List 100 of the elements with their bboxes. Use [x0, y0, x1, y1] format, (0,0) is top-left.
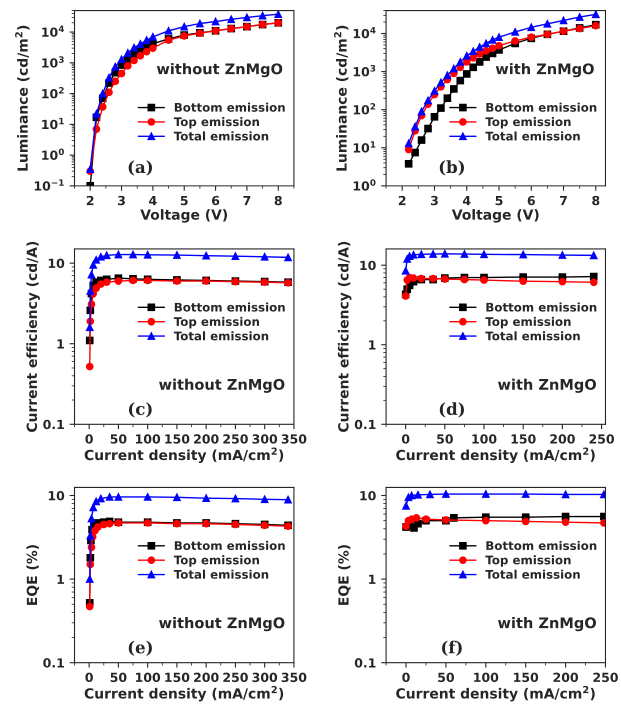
x-tick-label: 4 [462, 196, 471, 206]
y-tick-label: 0.1 [43, 658, 64, 668]
x-tick-label: 300 [252, 672, 278, 682]
y-tick-label: 1 [58, 574, 64, 584]
y-tick-label: 10$^{2}$ [42, 86, 64, 98]
legend-label: Top emission [485, 555, 571, 567]
y-tick-label: 1 [369, 340, 376, 350]
legend-label: Top emission [174, 117, 259, 128]
x-tick-label: 250 [223, 434, 248, 444]
annotation: (d) [440, 402, 464, 418]
x-tick-label: 100 [472, 434, 496, 444]
y-tick-label: 10$^{1}$ [354, 141, 376, 153]
y-tick-label: 0.1 [354, 420, 376, 430]
y-tick-label: 10$^{3}$ [42, 56, 64, 68]
x-axis-title: Voltage (V) [140, 209, 227, 223]
x-tick-label: 100 [136, 672, 160, 682]
legend-label: Total emission [174, 331, 268, 340]
y-tick-label: 10$^{3}$ [354, 64, 376, 76]
legend-label: Total emission [174, 131, 268, 141]
x-tick-label: 300 [252, 434, 278, 444]
legend-label: Top emission [174, 555, 259, 567]
legend-label: Bottom emission [174, 302, 285, 312]
annotation: with ZnMgO [496, 63, 594, 78]
x-axis-title: Current density (mA/cm$^{2}$) [84, 686, 284, 702]
annotation: with ZnMgO [498, 378, 596, 393]
annotation: (a) [128, 160, 152, 176]
x-axis-title: Current density (mA/cm$^{2}$) [84, 447, 284, 464]
x-axis-title: Current density (mA/cm$^{2}$) [396, 686, 595, 702]
y-tick-label: 10 [48, 490, 64, 500]
x-tick-label: 50 [438, 672, 454, 682]
y-tick-label: 1 [369, 574, 376, 584]
x-tick-label: 250 [593, 672, 618, 682]
x-tick-label: 50 [437, 434, 453, 444]
annotation: (c) [128, 402, 152, 418]
y-tick-label: 10$^{2}$ [354, 103, 376, 115]
legend-label: Bottom emission [174, 540, 285, 550]
x-tick-label: 50 [110, 434, 126, 444]
y-tick-label: 0.1 [43, 420, 64, 430]
y-axis-title: Luminance (cd/m$^{2}$) [334, 26, 348, 171]
x-tick-label: 7 [560, 196, 567, 206]
x-tick-label: 7 [243, 196, 250, 206]
y-tick-label: 10$^{1}$ [42, 118, 64, 130]
legend-label: Total emission [485, 131, 580, 141]
annotation: (e) [128, 640, 152, 656]
x-tick-label: 350 [282, 434, 306, 444]
x-axis-title: Current density (mA/cm$^{2}$) [396, 447, 595, 464]
y-tick-label: 1 [58, 339, 64, 348]
legend-label: Top emission [485, 316, 571, 328]
x-tick-label: 200 [194, 434, 219, 444]
y-axis-title: EQE (%) [26, 545, 40, 605]
y-axis-title: EQE (%) [338, 545, 351, 605]
x-tick-label: 100 [474, 672, 498, 682]
x-tick-label: 150 [165, 434, 190, 444]
x-tick-label: 150 [165, 672, 190, 682]
x-tick-label: 4 [149, 196, 157, 206]
y-tick-label: 10 [360, 490, 376, 500]
y-axis-title: Current efficiency (cd/A) [338, 242, 352, 432]
legend-label: Bottom emission [486, 102, 596, 112]
y-axis-title: Current efficiency (cd/A) [26, 242, 40, 432]
x-tick-label: 50 [110, 672, 126, 682]
legend-label: Top emission [174, 316, 259, 328]
legend-label: Bottom emission [486, 302, 596, 312]
annotation: (b) [440, 160, 464, 176]
x-tick-label: 200 [554, 672, 578, 682]
x-tick-label: 3 [430, 196, 438, 206]
legend-label: Bottom emission [174, 102, 285, 112]
x-tick-label: 150 [512, 434, 536, 444]
x-tick-label: 250 [590, 434, 614, 444]
y-axis-title: Luminance (cd/m$^{2}$) [15, 26, 30, 171]
annotation: without ZnMgO [156, 63, 282, 78]
x-tick-label: 8 [592, 196, 600, 206]
x-tick-label: 5 [180, 196, 188, 206]
x-tick-label: 150 [514, 672, 538, 682]
x-tick-label: 6 [528, 196, 535, 206]
annotation: with ZnMgO [498, 617, 596, 632]
x-tick-label: 8 [274, 196, 282, 206]
legend-label: Total emission [485, 331, 580, 340]
y-tick-label: 10$^{0}$ [354, 179, 376, 191]
x-axis-title: Voltage (V) [452, 209, 539, 223]
x-tick-label: 2 [86, 196, 94, 206]
y-tick-label: 10 [360, 260, 376, 270]
x-tick-label: 350 [282, 672, 306, 682]
y-tick-label: 10$^{4}$ [354, 27, 376, 38]
x-tick-label: 200 [550, 434, 575, 444]
x-tick-label: 5 [496, 196, 502, 206]
x-tick-label: 0 [402, 434, 410, 444]
y-tick-label: 10$^{0}$ [42, 148, 64, 160]
x-tick-label: 6 [212, 196, 220, 206]
x-tick-label: 250 [223, 672, 248, 682]
x-tick-label: 100 [136, 434, 160, 444]
y-tick-label: 10$^{4}$ [42, 26, 64, 37]
y-tick-label: 0.1 [354, 658, 376, 668]
x-tick-label: 0 [85, 434, 93, 444]
legend-label: Top emission [485, 117, 571, 128]
x-tick-label: 3 [118, 196, 125, 206]
x-tick-label: 0 [402, 672, 410, 682]
y-tick-label: 10$^{−1}$ [34, 179, 64, 191]
legend-label: Total emission [485, 570, 580, 579]
x-tick-label: 2 [398, 196, 406, 206]
x-tick-label: 200 [194, 672, 219, 682]
